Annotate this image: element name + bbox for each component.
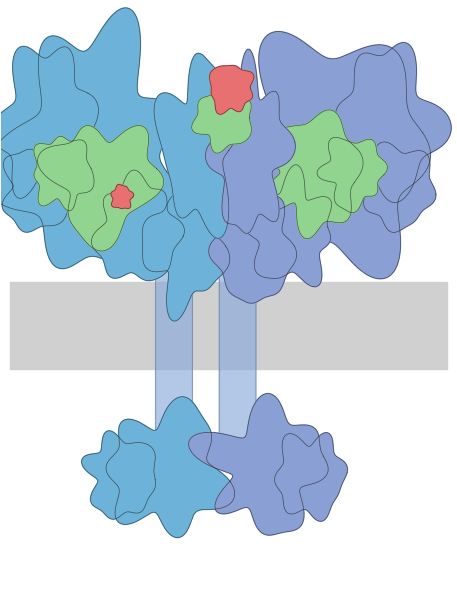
Polygon shape (111, 184, 134, 209)
Polygon shape (255, 110, 363, 239)
Polygon shape (37, 125, 164, 251)
Polygon shape (0, 8, 186, 269)
Polygon shape (317, 137, 388, 212)
FancyBboxPatch shape (219, 235, 256, 442)
Polygon shape (335, 43, 451, 203)
Polygon shape (255, 32, 430, 279)
Polygon shape (275, 433, 347, 521)
Polygon shape (106, 397, 235, 538)
Bar (11, 282, 446, 368)
Polygon shape (91, 170, 185, 281)
Polygon shape (209, 184, 297, 303)
Polygon shape (206, 49, 295, 233)
Polygon shape (82, 431, 156, 519)
Polygon shape (191, 83, 251, 153)
Polygon shape (154, 53, 239, 238)
Polygon shape (0, 46, 98, 199)
Polygon shape (2, 148, 74, 232)
FancyBboxPatch shape (155, 235, 192, 442)
Polygon shape (241, 165, 332, 287)
Polygon shape (364, 142, 436, 232)
Polygon shape (209, 65, 254, 115)
Polygon shape (189, 394, 328, 535)
Polygon shape (34, 136, 94, 211)
Polygon shape (142, 183, 230, 321)
